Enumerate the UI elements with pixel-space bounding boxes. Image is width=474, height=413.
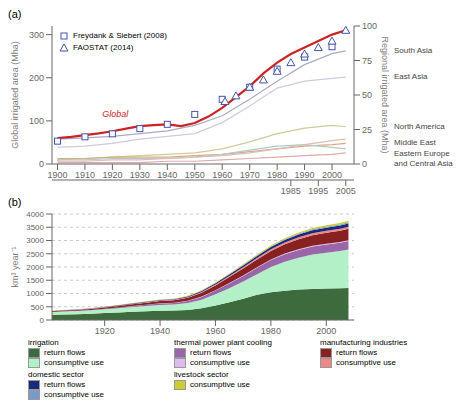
html-text:(a): (a) bbox=[8, 8, 22, 20]
svg-text:1985: 1985 bbox=[281, 186, 301, 196]
svg-text:0: 0 bbox=[39, 159, 44, 169]
svg-text:Regional irrigated area (Mha): Regional irrigated area (Mha) bbox=[380, 36, 390, 153]
svg-text:100: 100 bbox=[362, 21, 377, 31]
html-text:irrigation: irrigation bbox=[28, 338, 59, 347]
html-text:thermal power plant cooling: thermal power plant cooling bbox=[174, 338, 272, 347]
svg-text:Global: Global bbox=[102, 109, 129, 119]
svg-text:1920: 1920 bbox=[95, 326, 115, 336]
html-text:domestic sector: domestic sector bbox=[28, 370, 84, 379]
html-text:return flows: return flows bbox=[190, 348, 232, 357]
svg-text:1980: 1980 bbox=[267, 170, 287, 180]
svg-text:1970: 1970 bbox=[240, 170, 260, 180]
html-text:Middle East: Middle East bbox=[394, 138, 436, 148]
svg-text:1940: 1940 bbox=[157, 170, 177, 180]
svg-text:1910: 1910 bbox=[75, 170, 95, 180]
svg-text:1940: 1940 bbox=[150, 326, 170, 336]
html-text:consumptive use: consumptive use bbox=[336, 358, 396, 367]
html-text:North America: North America bbox=[394, 121, 445, 131]
svg-text:Global irrigated area (Mha): Global irrigated area (Mha) bbox=[10, 41, 20, 149]
html-text:return flows: return flows bbox=[44, 348, 86, 357]
html-text:livestock sector: livestock sector bbox=[174, 370, 229, 379]
svg-text:300: 300 bbox=[29, 30, 44, 40]
html-text:South Asia: South Asia bbox=[394, 45, 433, 55]
svg-text:1980: 1980 bbox=[261, 326, 281, 336]
svg-text:2000: 2000 bbox=[26, 263, 44, 272]
svg-text:4000: 4000 bbox=[26, 210, 44, 219]
svg-text:1920: 1920 bbox=[102, 170, 122, 180]
html-text:consumptive use: consumptive use bbox=[44, 358, 104, 367]
svg-text:1900: 1900 bbox=[47, 170, 67, 180]
svg-text:1500: 1500 bbox=[26, 276, 44, 285]
svg-text:200: 200 bbox=[29, 73, 44, 83]
svg-text:2000: 2000 bbox=[316, 326, 336, 336]
html-text:(b): (b) bbox=[8, 196, 22, 208]
html-text:and Central Asia: and Central Asia bbox=[394, 159, 453, 169]
svg-text:500: 500 bbox=[31, 303, 45, 312]
svg-text:2000: 2000 bbox=[322, 170, 342, 180]
html-text:return flows: return flows bbox=[336, 348, 378, 357]
svg-text:50: 50 bbox=[362, 90, 372, 100]
svg-text:1960: 1960 bbox=[212, 170, 232, 180]
svg-text:75: 75 bbox=[362, 56, 372, 66]
html-text:Eastern Europe: Eastern Europe bbox=[394, 149, 450, 159]
svg-text:km³ year⁻¹: km³ year⁻¹ bbox=[10, 246, 20, 287]
html-text:consumptive use: consumptive use bbox=[190, 358, 250, 367]
svg-text:0: 0 bbox=[362, 159, 367, 169]
html-text:Freydank & Siebert (2008): Freydank & Siebert (2008) bbox=[73, 31, 167, 40]
svg-text:1000: 1000 bbox=[26, 289, 44, 298]
svg-text:2500: 2500 bbox=[26, 250, 44, 259]
html-text:return flows: return flows bbox=[44, 380, 86, 389]
svg-text:25: 25 bbox=[362, 125, 372, 135]
html-text:consumptive use: consumptive use bbox=[44, 390, 104, 399]
svg-text:2005: 2005 bbox=[336, 186, 356, 196]
svg-text:1960: 1960 bbox=[205, 326, 225, 336]
svg-text:1930: 1930 bbox=[130, 170, 150, 180]
html-text:manufacturing industries: manufacturing industries bbox=[320, 338, 408, 347]
svg-text:1950: 1950 bbox=[185, 170, 205, 180]
svg-text:1990: 1990 bbox=[295, 170, 315, 180]
svg-text:0: 0 bbox=[40, 316, 45, 325]
svg-text:100: 100 bbox=[29, 116, 44, 126]
html-text:consumptive use: consumptive use bbox=[190, 380, 250, 389]
html-text:East Asia: East Asia bbox=[394, 72, 428, 81]
svg-text:3000: 3000 bbox=[26, 236, 44, 245]
html-text:FAOSTAT (2014): FAOSTAT (2014) bbox=[73, 43, 134, 52]
svg-text:3500: 3500 bbox=[26, 223, 44, 232]
svg-text:1995: 1995 bbox=[308, 186, 328, 196]
